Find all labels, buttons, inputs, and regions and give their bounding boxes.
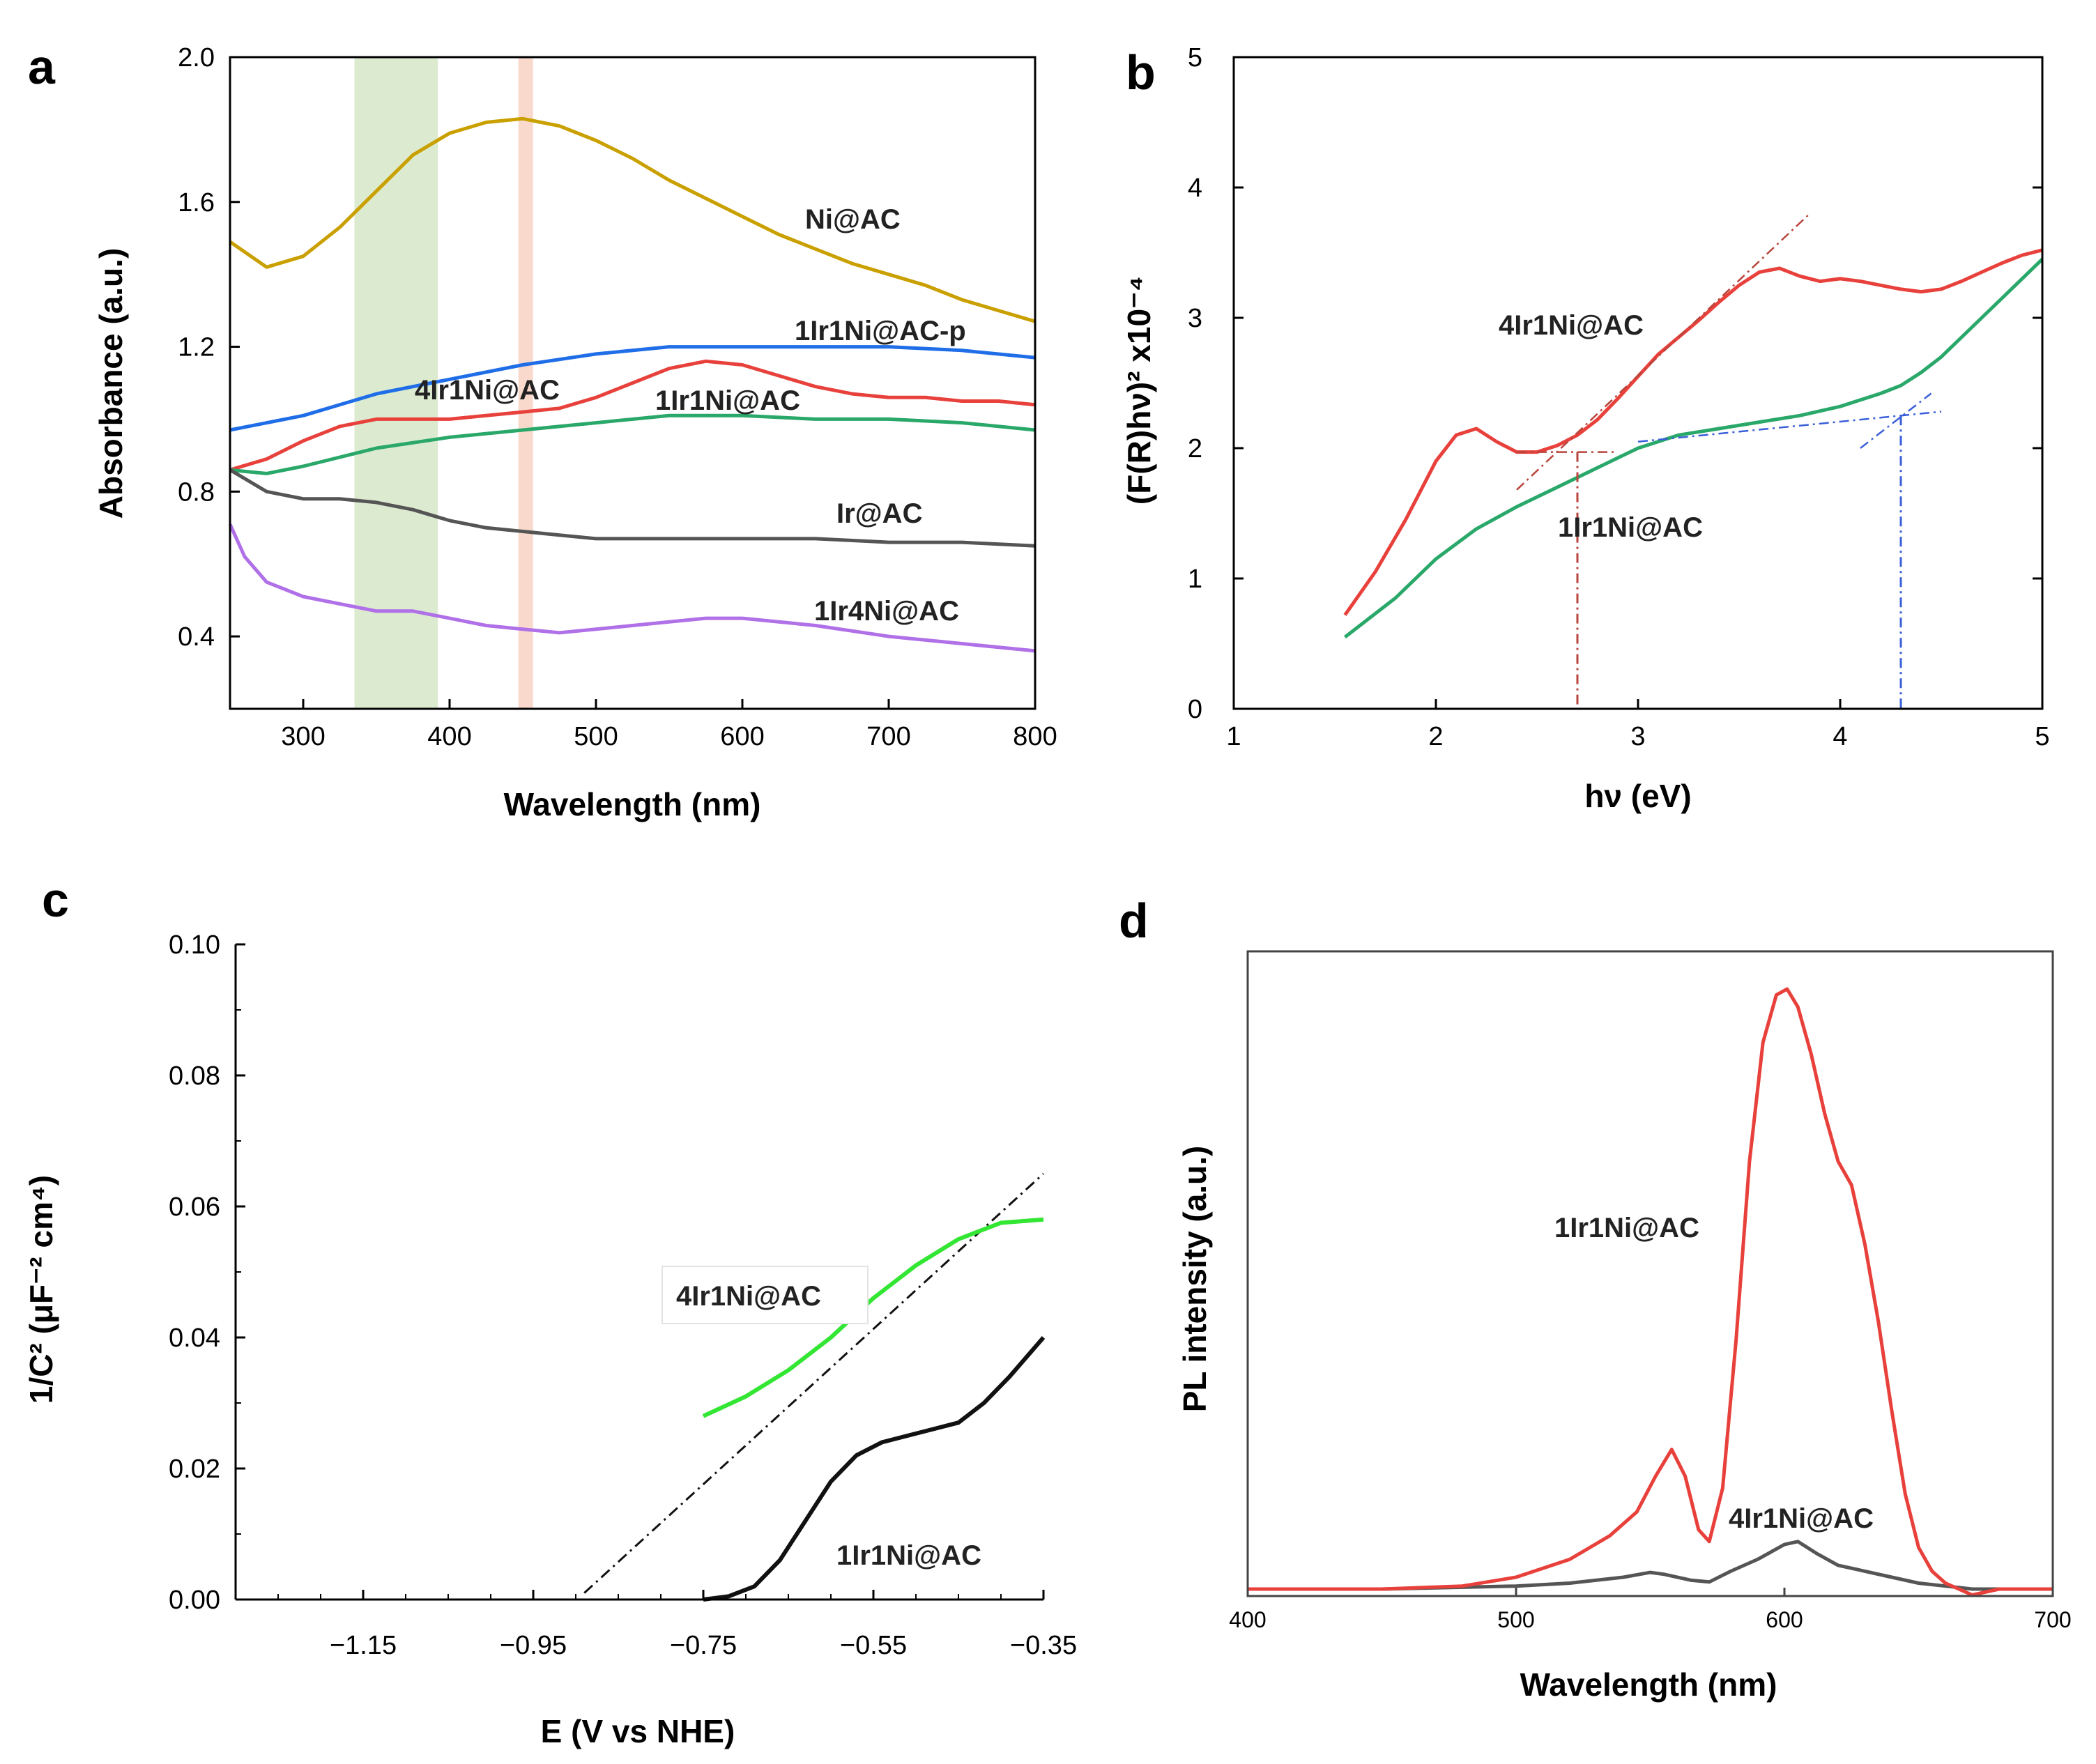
panel-a-xtick-label-2: 500 (574, 722, 618, 751)
panel-a-x-ticks: 300 400 500 600 700 800 (281, 699, 1057, 751)
panel-a-series-2 (229, 359, 1036, 472)
panel-d-label-4ir1ni-ac: 4Ir1Ni@AC (1729, 1503, 1874, 1534)
panel-c-ytick-label-2: 0.04 (169, 1324, 220, 1353)
panel-b-series (1343, 248, 2044, 639)
panel-c-xtick-label-3: −0.55 (840, 1631, 907, 1660)
panel-a-series-5 (228, 523, 1036, 653)
panel-c-xtick-label-0: −1.15 (330, 1631, 397, 1660)
panel-a-frame (229, 56, 1036, 710)
panel-a-xlabel: Wavelength (nm) (504, 786, 761, 822)
panel-b-guides (1516, 213, 1942, 709)
panel-a-label-1ir1ni-ac: 1Ir1Ni@AC (655, 385, 800, 416)
panel-b-xtick-label-4: 5 (2035, 722, 2049, 751)
panel-a-letter: a (28, 40, 56, 94)
panel-c-y-ticks: 0.00 0.02 0.04 0.06 0.08 0.10 (169, 930, 245, 1615)
panel-b-series-0 (1343, 248, 2043, 616)
panel-c-letter: c (42, 873, 69, 927)
panel-b-y-ticks: 0 1 2 3 4 5 (1188, 43, 2042, 724)
panel-d-xtick-label-2: 600 (1766, 1607, 1803, 1632)
panel-a-y-ticks: 0.4 0.8 1.2 1.6 2.0 (178, 43, 240, 652)
panel-b-label-4ir1ni-ac: 4Ir1Ni@AC (1499, 310, 1644, 341)
panel-a-ytick-label-0: 0.4 (178, 622, 215, 652)
panel-b-ytick-label-5: 5 (1188, 43, 1202, 72)
panel-a-label-ni-ac: Ni@AC (805, 204, 901, 235)
panel-a-xtick-label-0: 300 (281, 722, 325, 751)
panel-a-series (228, 116, 1036, 653)
panel-d-xtick-label-1: 500 (1497, 1607, 1534, 1632)
panel-d-series (1248, 987, 2053, 1597)
panel-a-label-1ir4ni-ac: 1Ir4Ni@AC (814, 596, 959, 627)
panel-c-xtick-label-2: −0.75 (670, 1631, 737, 1660)
panel-c-ytick-label-4: 0.08 (169, 1061, 220, 1091)
panel-c-fit-line (583, 1172, 1045, 1594)
panel-c-axes (234, 944, 1043, 1601)
panel-a-series-0 (229, 116, 1036, 323)
panel-c-label-1ir1ni-ac: 1Ir1Ni@AC (836, 1540, 981, 1571)
panel-a-xtick-label-4: 700 (866, 722, 910, 751)
panel-c-ytick-label-3: 0.06 (169, 1192, 220, 1222)
panel-a-ytick-label-4: 2.0 (178, 43, 215, 72)
panel-b-x-ticks: 1 2 3 4 5 (1226, 699, 2050, 751)
panel-b-letter: b (1126, 45, 1156, 100)
panel-c-ytick-label-1: 0.02 (169, 1455, 220, 1484)
panel-d: d 400 500 600 700 Wavelength (nm) PL intens… (1119, 893, 2072, 1703)
panel-a-ytick-label-2: 1.2 (178, 333, 215, 362)
panel-b-series-1 (1343, 258, 2044, 639)
panel-b-xtick-label-3: 4 (1833, 722, 1847, 751)
panel-d-frame (1246, 950, 2054, 1597)
panel-b-ytick-label-4: 4 (1188, 174, 1202, 203)
panel-b-ytick-label-0: 0 (1188, 695, 1202, 724)
panel-d-label-1ir1ni-ac: 1Ir1Ni@AC (1554, 1213, 1699, 1243)
panel-a-label-ir-ac: Ir@AC (836, 498, 922, 529)
panel-c-xtick-label-1: −0.95 (500, 1631, 567, 1660)
panel-d-series-0 (1248, 987, 2053, 1597)
panel-c-x-ticks: −1.15 −0.95 −0.75 −0.55 −0.35 (235, 1590, 1077, 1660)
panel-c-xtick-label-4: −0.35 (1010, 1631, 1077, 1660)
panel-c-series-1 (703, 1336, 1046, 1602)
panel-b-frame (1232, 56, 2044, 710)
panel-b-ytick-label-2: 2 (1188, 434, 1202, 463)
panel-d-xtick-label-0: 400 (1229, 1607, 1266, 1632)
panel-b-tangent-0 (1516, 213, 1811, 491)
panel-a-band-1 (518, 57, 533, 709)
panel-b-xtick-label-2: 3 (1630, 722, 1645, 751)
panel-a-ytick-label-3: 1.6 (178, 188, 215, 217)
panel-a-ytick-label-1: 0.8 (178, 477, 215, 507)
panel-a-xtick-label-3: 600 (720, 722, 764, 751)
panel-d-x-ticks: 400 500 600 700 (1229, 1588, 2072, 1632)
panel-c: c 4Ir1Ni@AC 1Ir1Ni@AC −1.15 −0.95 −0.75 −0.… (23, 873, 1077, 1749)
panel-b-ytick-label-1: 1 (1188, 565, 1202, 594)
panel-b-label-1ir1ni-ac: 1Ir1Ni@AC (1558, 512, 1703, 543)
panel-c-ytick-label-0: 0.00 (169, 1586, 220, 1615)
panel-c-xlabel: E (V vs NHE) (541, 1713, 735, 1749)
panel-a-series-4 (229, 468, 1036, 548)
panel-b-xlabel: hν (eV) (1584, 778, 1691, 814)
panel-b-ytick-label-3: 3 (1188, 304, 1202, 333)
panel-b-xtick-label-0: 1 (1226, 722, 1241, 751)
panel-a-label-4ir1ni-ac: 4Ir1Ni@AC (415, 375, 560, 406)
panel-c-label-4ir1ni-ac: 4Ir1Ni@AC (676, 1281, 821, 1312)
panel-d-series-1 (1248, 1540, 2053, 1591)
panel-d-xlabel: Wavelength (nm) (1520, 1666, 1777, 1703)
panel-d-xtick-label-3: 700 (2034, 1607, 2071, 1632)
panel-a-label-1ir1ni-ac-p: 1Ir1Ni@AC-p (795, 316, 966, 346)
panel-c-series (583, 1172, 1046, 1602)
panel-a: a 300 400 500 600 700 800 0.4 0.8 1.2 1.6 2.0 Wav… (28, 40, 1057, 822)
panel-c-ylabel: 1/C² (μF⁻² cm⁴) (23, 1175, 59, 1404)
panel-b-tangent-3 (1860, 392, 1932, 449)
panel-d-letter: d (1119, 893, 1149, 948)
panel-c-legend-box (661, 1266, 869, 1324)
panel-a-ylabel: Absorbance (a.u.) (93, 248, 129, 519)
panel-a-series-3 (229, 413, 1036, 475)
panel-b-ylabel: (F(R)hν)² x10⁻⁴ (1121, 276, 1157, 505)
panel-a-series-1 (229, 345, 1036, 432)
panel-a-xtick-label-1: 400 (427, 722, 471, 751)
panel-b-xtick-label-1: 2 (1428, 722, 1443, 751)
panel-d-ylabel: PL intensity (a.u.) (1177, 1146, 1213, 1413)
panel-c-ytick-label-5: 0.10 (169, 930, 220, 960)
panel-c-series-0 (702, 1217, 1044, 1418)
panel-a-xtick-label-5: 800 (1013, 722, 1057, 751)
